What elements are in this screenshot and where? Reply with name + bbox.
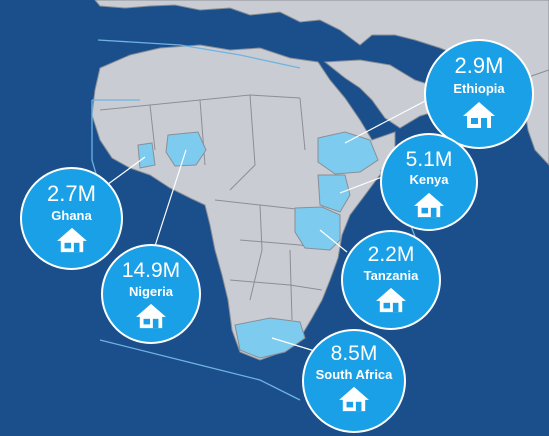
kenya-shape xyxy=(317,174,351,213)
house-icon xyxy=(376,287,406,313)
leader-lines xyxy=(99,99,428,353)
house-icon xyxy=(463,102,495,128)
house-icon xyxy=(339,386,369,412)
tanzania-label: Tanzania xyxy=(363,268,419,283)
africa-landmass xyxy=(91,44,396,361)
house-icon xyxy=(414,192,444,218)
ghana-bubble: 2.7M Ghana xyxy=(20,167,123,270)
ethiopia-label: Ethiopia xyxy=(453,81,505,96)
ethiopia-bubble: 2.9M Ethiopia xyxy=(424,39,534,149)
nigeria-shape xyxy=(165,131,207,167)
nigeria-bubble: 14.9M Nigeria xyxy=(101,244,201,344)
tanzania-shape xyxy=(294,206,341,251)
ghana-label: Ghana xyxy=(51,208,92,223)
south-africa-label: South Africa xyxy=(315,367,393,382)
kenya-label: Kenya xyxy=(409,172,449,187)
ghana-value: 2.7M xyxy=(47,181,96,206)
ghana-shape xyxy=(137,142,156,169)
tanzania-value: 2.2M xyxy=(367,243,415,266)
ethiopia-shape xyxy=(317,131,379,175)
house-icon xyxy=(56,227,87,253)
house-icon xyxy=(136,303,166,329)
ethiopia-value: 2.9M xyxy=(454,53,504,78)
kenya-value: 5.1M xyxy=(405,148,453,171)
tanzania-bubble: 2.2M Tanzania xyxy=(341,230,441,330)
nigeria-value: 14.9M xyxy=(121,259,181,282)
kenya-bubble: 5.1M Kenya xyxy=(380,133,478,231)
nigeria-label: Nigeria xyxy=(128,284,174,299)
south-africa-value: 8.5M xyxy=(330,342,378,365)
south-africa-bubble: 8.5M South Africa xyxy=(302,329,406,433)
